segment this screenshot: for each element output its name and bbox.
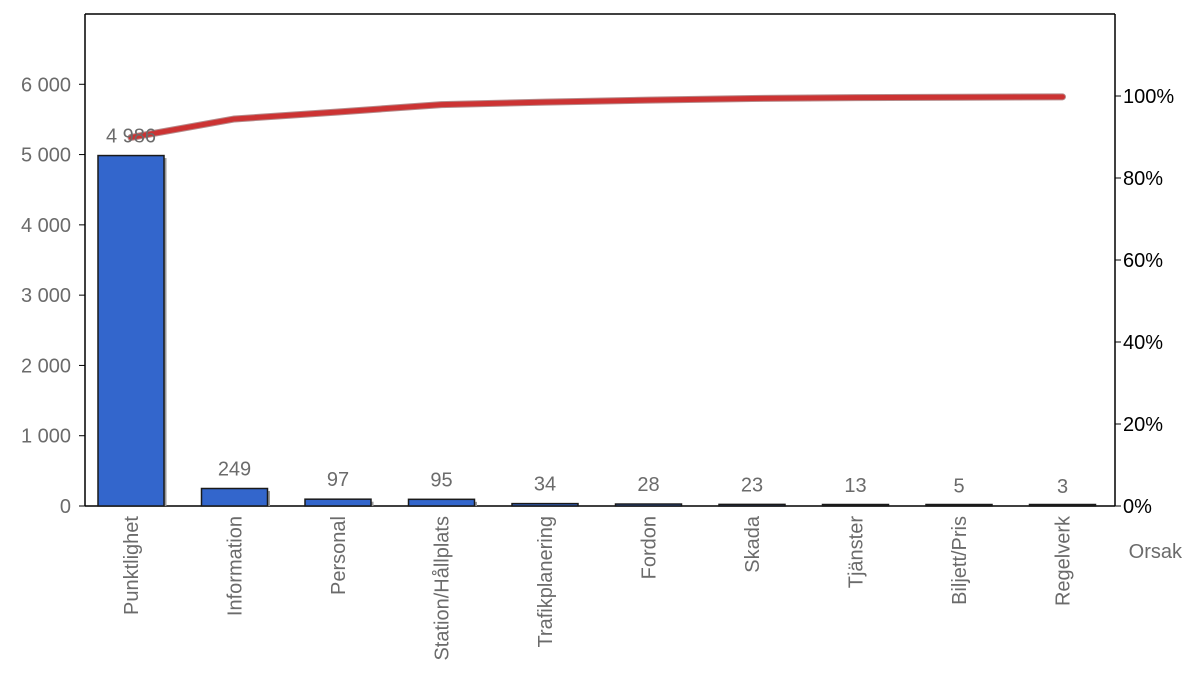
- bar-personal: [304, 498, 372, 507]
- bar-data-label: 95: [430, 469, 452, 491]
- bar-skada: [718, 503, 786, 507]
- left-tick-label: 2 000: [21, 355, 71, 377]
- category-label: Personal: [328, 516, 350, 595]
- category-label: Station/Hållplats: [432, 516, 454, 661]
- bar-data-label: 13: [844, 475, 866, 497]
- category-label: Punktlighet: [121, 516, 143, 615]
- category-label: Information: [225, 516, 247, 616]
- bar-regelverk: [1028, 503, 1097, 507]
- bar-data-label: 34: [534, 474, 556, 496]
- bar-data-label: 4 986: [106, 126, 156, 148]
- right-tick-label: 80%: [1123, 168, 1163, 190]
- bar-tj-nster: [821, 503, 890, 507]
- left-tick-label: 3 000: [21, 285, 71, 307]
- bar-data-label: 249: [218, 458, 251, 480]
- category-label: Tjänster: [846, 516, 868, 589]
- bar-trafikplanering: [511, 502, 579, 507]
- category-label: Trafikplanering: [535, 516, 557, 648]
- bar-data-label: 5: [953, 476, 964, 498]
- left-tick-label: 6 000: [21, 74, 71, 96]
- category-label: Biljett/Pris: [949, 516, 971, 605]
- x-axis-title: Orsak: [1129, 541, 1183, 563]
- left-tick-label: 1 000: [21, 426, 71, 448]
- category-label: Regelverk: [1053, 515, 1075, 606]
- right-tick-label: 20%: [1123, 414, 1163, 436]
- left-tick-label: 0: [60, 496, 71, 518]
- right-tick-label: 40%: [1123, 332, 1163, 354]
- bar-fordon: [614, 503, 683, 507]
- right-tick-label: 60%: [1123, 250, 1163, 272]
- bar-data-label: 3: [1057, 476, 1068, 498]
- bar-data-label: 97: [327, 469, 349, 491]
- bar-data-label: 23: [741, 474, 763, 496]
- bar-punktlighet: [97, 154, 165, 507]
- bar-biljett-pris: [925, 503, 993, 507]
- left-tick-label: 4 000: [21, 215, 71, 237]
- left-tick-label: 5 000: [21, 145, 71, 167]
- cumulative-percent-line: [128, 94, 1065, 140]
- bar-information: [200, 487, 269, 507]
- bar-station-h-llplats: [407, 498, 476, 507]
- right-tick-label: 0%: [1123, 496, 1152, 518]
- bar-data-label: 28: [637, 474, 659, 496]
- category-label: Fordon: [639, 516, 661, 579]
- category-label: Skada: [742, 515, 764, 573]
- right-tick-label: 100%: [1123, 86, 1174, 108]
